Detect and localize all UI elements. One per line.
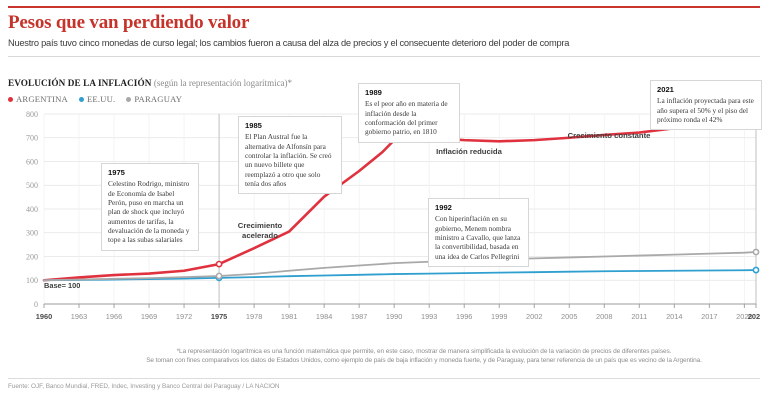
svg-text:700: 700 <box>26 134 38 143</box>
svg-text:1996: 1996 <box>456 312 472 321</box>
annotation-1985-year: 1985 <box>245 121 262 130</box>
svg-text:0: 0 <box>34 300 38 309</box>
svg-text:2021: 2021 <box>748 312 760 321</box>
chart-legend: ARGENTINA EE.UU. PARAGUAY <box>8 94 182 104</box>
annotation-1975-text: Celestino Rodrigo, ministro de Economía … <box>108 179 190 245</box>
svg-text:2017: 2017 <box>701 312 717 321</box>
annotation-1992-text: Con hiperinflación en su gobierno, Menem… <box>435 214 521 261</box>
annotation-1992: 1992 Con hiperinflación en su gobierno, … <box>428 198 529 267</box>
legend-dot-paraguay <box>126 96 132 102</box>
label-crecimiento-acelerado-l1: Crecimiento <box>237 221 283 230</box>
label-inflacion-reducida: Inflación reducida <box>436 147 502 156</box>
annotation-1989-text: Es el peor año en materia de inflación d… <box>365 99 448 137</box>
legend-item-eeuu: EE.UU. <box>78 94 116 104</box>
legend-item-paraguay: PARAGUAY <box>126 94 182 104</box>
svg-text:100: 100 <box>26 276 38 285</box>
page-title: Pesos que van perdiendo valor <box>8 12 250 33</box>
legend-label-eeuu: EE.UU. <box>86 94 116 104</box>
svg-text:300: 300 <box>26 229 38 238</box>
svg-text:1966: 1966 <box>106 312 122 321</box>
footnote-line-2: Se toman con fines comparativos los dato… <box>146 357 702 365</box>
svg-text:2011: 2011 <box>631 312 647 321</box>
annotation-2021-year: 2021 <box>657 85 674 94</box>
annotation-1985-text: El Plan Austral fue la alternativa de Al… <box>245 132 332 188</box>
base-label: Base= 100 <box>44 281 81 290</box>
x-axis <box>43 303 757 308</box>
legend-dot-argentina <box>8 96 13 102</box>
svg-text:2014: 2014 <box>666 312 682 321</box>
legend-dot-eeuu <box>78 96 84 102</box>
svg-text:1990: 1990 <box>386 312 402 321</box>
footnotes: *La representación logarítmica es una fu… <box>86 347 762 366</box>
legend-label-paraguay: PARAGUAY <box>134 94 183 104</box>
chart-caption-note: (según la representación logarítmica)* <box>153 78 293 88</box>
svg-text:500: 500 <box>26 181 38 190</box>
annotation-2021: 2021 La inflación proyectada para este a… <box>650 80 762 131</box>
source-divider <box>8 378 760 379</box>
chart-caption: EVOLUCIÓN DE LA INFLACIÓN (según la repr… <box>8 78 292 88</box>
svg-text:1963: 1963 <box>71 312 87 321</box>
legend-item-argentina: ARGENTINA <box>8 94 68 104</box>
page-subtitle: Nuestro país tuvo cinco monedas de curso… <box>8 38 570 48</box>
source-credit: Fuente: OJF, Banco Mundial, FRED, Indec,… <box>8 383 280 390</box>
y-axis-labels: 0 100 200 300 400 500 600 700 800 <box>26 110 38 309</box>
legend-label-argentina: ARGENTINA <box>16 94 68 104</box>
chart-caption-main: EVOLUCIÓN DE LA INFLACIÓN <box>8 78 152 88</box>
annotation-1989-year: 1989 <box>365 88 382 97</box>
footnote-line-1: *La representación logarítmica es una fu… <box>176 348 672 355</box>
annotation-1992-year: 1992 <box>435 203 452 212</box>
label-crecimiento-constante: Crecimiento constante <box>567 131 651 140</box>
header-divider <box>8 56 760 57</box>
svg-text:1981: 1981 <box>281 312 297 321</box>
svg-text:2002: 2002 <box>526 312 542 321</box>
annotation-1989: 1989 Es el peor año en materia de inflac… <box>358 83 460 143</box>
header-top-rule <box>8 6 760 8</box>
annotation-1975-year: 1975 <box>108 168 125 177</box>
svg-text:1984: 1984 <box>316 312 332 321</box>
svg-text:1975: 1975 <box>211 312 227 321</box>
svg-text:1993: 1993 <box>421 312 437 321</box>
svg-text:1972: 1972 <box>176 312 192 321</box>
x-axis-labels: 1960 1963 1966 1969 1972 1975 1978 1981 1984 1987… <box>36 312 760 321</box>
svg-text:400: 400 <box>26 205 38 214</box>
svg-text:600: 600 <box>26 157 38 166</box>
annotation-1985: 1985 El Plan Austral fue la alternativa … <box>238 116 342 195</box>
svg-text:2020: 2020 <box>736 312 752 321</box>
svg-text:800: 800 <box>26 110 38 119</box>
svg-text:1999: 1999 <box>491 312 507 321</box>
svg-text:2005: 2005 <box>561 312 577 321</box>
svg-text:1969: 1969 <box>141 312 157 321</box>
svg-text:1978: 1978 <box>246 312 262 321</box>
label-crecimiento-acelerado: Crecimiento acelerado <box>222 221 298 240</box>
svg-text:2008: 2008 <box>596 312 612 321</box>
svg-text:1960: 1960 <box>36 312 52 321</box>
annotation-2021-text: La inflación proyectada para este año su… <box>657 96 754 124</box>
label-crecimiento-acelerado-l2: acelerado <box>242 230 278 240</box>
svg-text:200: 200 <box>26 252 38 261</box>
annotation-1975: 1975 Celestino Rodrigo, ministro de Econ… <box>101 163 199 251</box>
svg-text:1987: 1987 <box>351 312 367 321</box>
